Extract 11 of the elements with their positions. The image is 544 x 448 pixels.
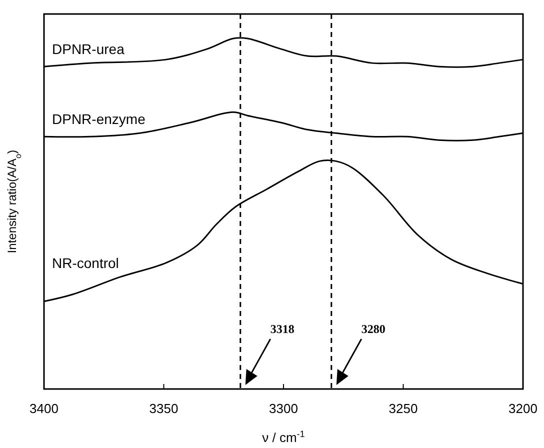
x-tick-label: 3300 — [269, 401, 298, 416]
x-axis-title: ν / cm$^{-1}$ — [262, 429, 305, 445]
x-tick-label: 3250 — [388, 401, 418, 416]
series-label: NR-control — [52, 254, 119, 271]
x-tick-label: 3350 — [149, 401, 178, 416]
x-tick-label: 3400 — [30, 401, 58, 416]
series-label: DPNR-enzyme — [52, 111, 146, 128]
ref-line-label: 3318 — [270, 322, 294, 336]
x-tick-label: 3200 — [508, 401, 538, 416]
series-label: DPNR-urea — [52, 41, 125, 58]
ref-line-label: 3280 — [361, 322, 386, 336]
